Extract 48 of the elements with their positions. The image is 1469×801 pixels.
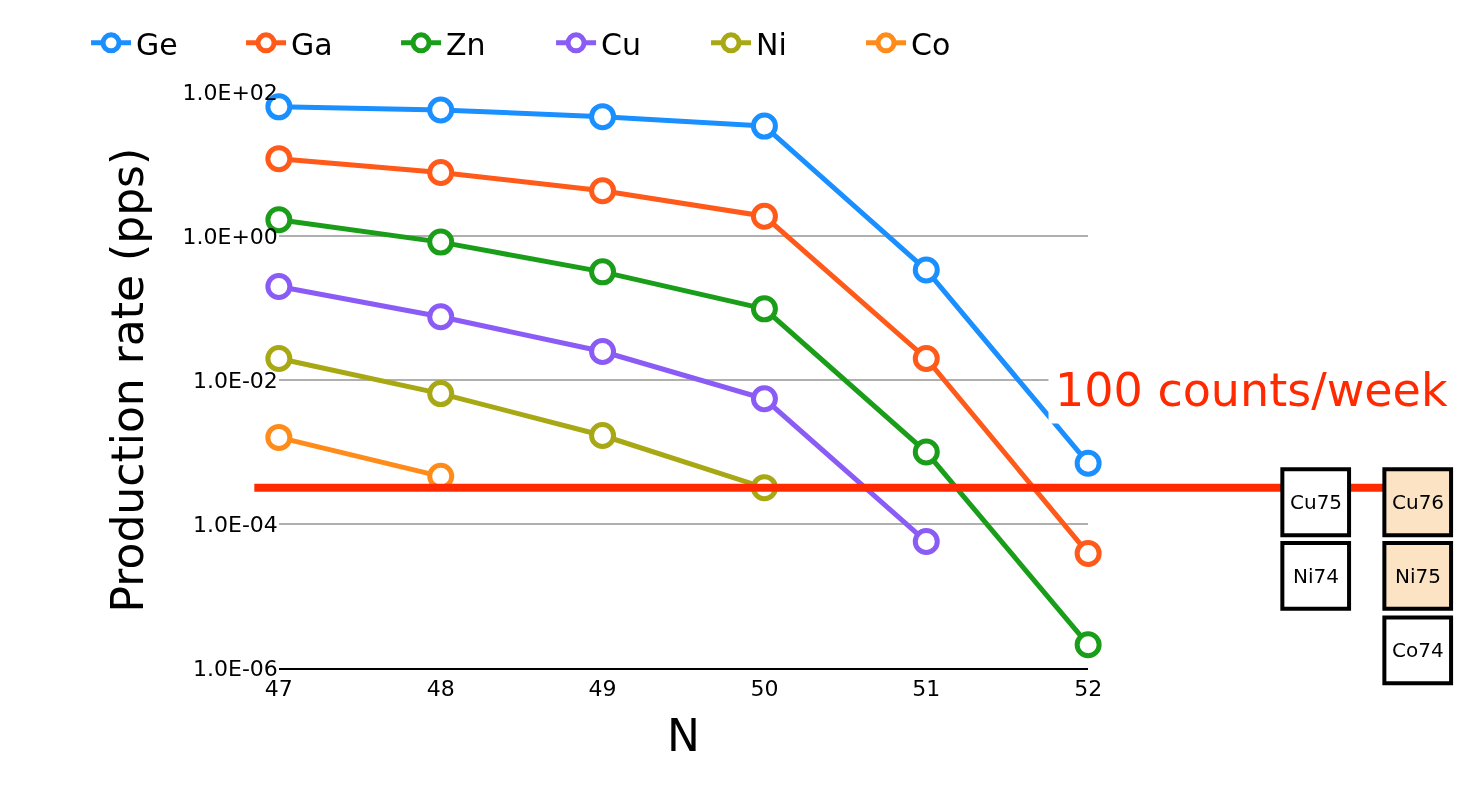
legend-label: Ga bbox=[291, 26, 333, 62]
point bbox=[750, 295, 778, 323]
point bbox=[912, 344, 940, 372]
ref-line-label: 100 counts/week bbox=[1055, 363, 1448, 417]
point bbox=[265, 145, 293, 173]
x-tick-label: 52 bbox=[1074, 676, 1103, 702]
x-tick-label: 48 bbox=[426, 676, 455, 702]
x-tick-label: 51 bbox=[912, 676, 941, 702]
text: Ni74 bbox=[1293, 564, 1339, 588]
y-tick-label: 1.0E+00 bbox=[182, 223, 278, 249]
legend-label: Cu bbox=[601, 26, 642, 62]
text: Cu76 bbox=[1392, 490, 1445, 514]
legend-label: Ge bbox=[136, 26, 178, 62]
point bbox=[589, 177, 617, 205]
point bbox=[1074, 449, 1102, 477]
text: Co74 bbox=[1392, 638, 1444, 662]
x-tick-label: 50 bbox=[750, 676, 779, 702]
point bbox=[912, 256, 940, 284]
point bbox=[750, 202, 778, 230]
point bbox=[427, 303, 455, 331]
point bbox=[589, 338, 617, 366]
point bbox=[427, 159, 455, 186]
legend-label: Ni bbox=[756, 26, 787, 62]
x-axis-title: N bbox=[667, 710, 700, 762]
point bbox=[589, 422, 617, 449]
point bbox=[912, 528, 940, 556]
text: Cu75 bbox=[1290, 490, 1343, 514]
y-axis-title: Production rate (pps) bbox=[101, 147, 153, 613]
legend-label: Co bbox=[911, 26, 951, 62]
point bbox=[427, 380, 455, 408]
point bbox=[750, 385, 778, 413]
point bbox=[265, 273, 293, 301]
y-tick-label: 1.0E-02 bbox=[193, 367, 278, 393]
point bbox=[1074, 539, 1102, 567]
point bbox=[427, 96, 455, 124]
point bbox=[912, 438, 940, 466]
point bbox=[265, 423, 293, 451]
point bbox=[750, 112, 778, 140]
x-tick-label: 49 bbox=[588, 676, 617, 702]
text: Ni75 bbox=[1395, 564, 1441, 588]
point bbox=[1074, 631, 1102, 659]
point bbox=[589, 258, 617, 286]
point bbox=[427, 228, 455, 256]
y-tick-label: 1.0E+02 bbox=[182, 80, 278, 106]
point bbox=[589, 103, 617, 131]
legend-label: Zn bbox=[446, 26, 486, 62]
y-tick-label: 1.0E-04 bbox=[193, 511, 278, 537]
point bbox=[265, 344, 293, 372]
